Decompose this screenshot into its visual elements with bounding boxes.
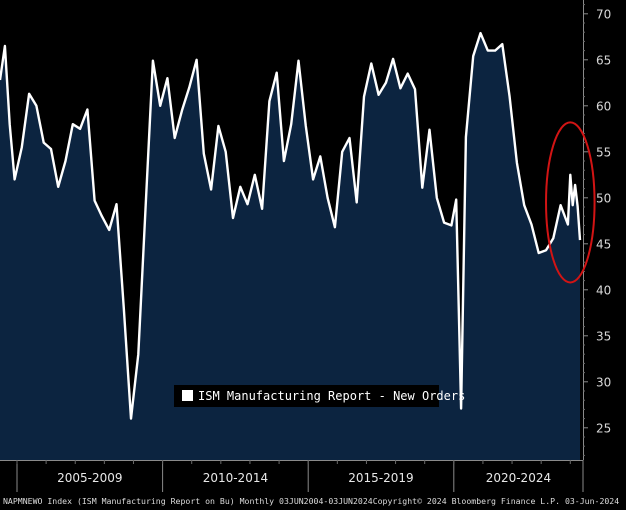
- y-tick-label: 45: [596, 237, 611, 251]
- y-axis: 25 30 35 40 45 50 55 60 65 70: [583, 0, 611, 460]
- highlight-ellipse: [545, 121, 596, 284]
- y-tick-label: 25: [596, 421, 611, 435]
- legend-swatch: [182, 390, 193, 401]
- legend-label: ISM Manufacturing Report - New Orders: [198, 389, 465, 403]
- legend: ISM Manufacturing Report - New Orders: [174, 385, 465, 407]
- legend-box: [174, 385, 439, 407]
- y-tick-label: 30: [596, 375, 611, 389]
- y-tick-label: 70: [596, 7, 611, 21]
- footer-source: NAPMNEWO Index (ISM Manufacturing Report…: [3, 496, 373, 506]
- x-tick-label: 2010-2014: [203, 471, 268, 485]
- y-tick-label: 55: [596, 145, 611, 159]
- y-tick-label: 60: [596, 99, 611, 113]
- annotation-layer: [545, 121, 596, 284]
- series-area: [0, 33, 580, 460]
- y-tick-label: 40: [596, 283, 611, 297]
- x-tick-label: 2005-2009: [57, 471, 122, 485]
- footer-copyright: Copyright© 2024 Bloomberg Finance L.P. 0…: [372, 496, 623, 506]
- y-tick-label: 65: [596, 53, 611, 67]
- footer: NAPMNEWO Index (ISM Manufacturing Report…: [3, 496, 623, 506]
- y-tick-label: 50: [596, 191, 611, 205]
- series-line: [0, 31, 582, 420]
- x-axis: 2005-2009 2010-2014 2015-2019 2020-2024: [0, 460, 584, 492]
- y-tick-label: 35: [596, 329, 611, 343]
- x-tick-label: 2020-2024: [486, 471, 551, 485]
- area-layer: [0, 31, 582, 460]
- x-tick-label: 2015-2019: [348, 471, 413, 485]
